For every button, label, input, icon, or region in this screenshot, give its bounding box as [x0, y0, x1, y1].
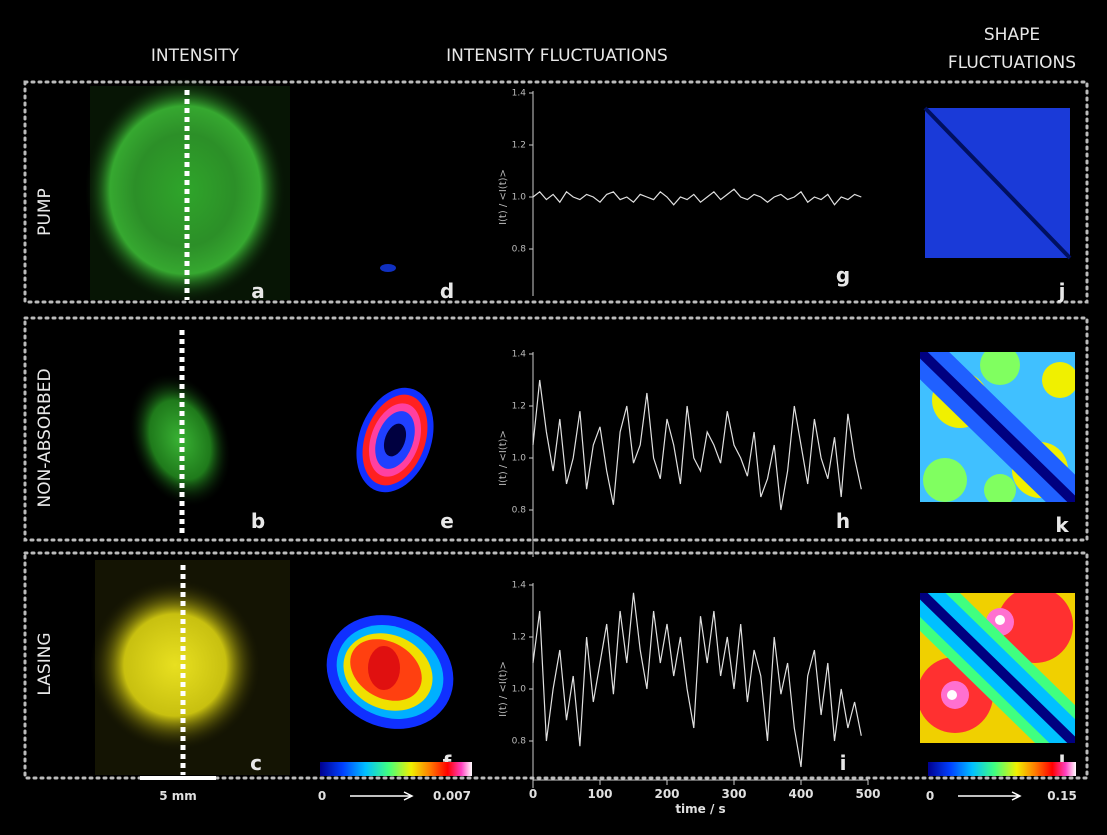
y-tick-label: 1.2	[512, 633, 526, 643]
trace	[532, 379, 862, 511]
column-header: INTENSITY	[151, 46, 240, 66]
image	[920, 593, 1075, 743]
panel-letter: e	[440, 509, 454, 533]
panel-letter: g	[836, 263, 850, 287]
colorbar-min: 0	[926, 789, 934, 803]
y-axis-label: I(t) / <I(t)>	[498, 661, 509, 717]
arrow	[350, 791, 414, 801]
colorbar	[320, 762, 472, 776]
y-axis-label: I(t) / <I(t)>	[498, 169, 509, 225]
y-tick-label: 0.8	[512, 245, 527, 255]
image	[380, 264, 396, 272]
y-tick-label: 1.2	[512, 402, 526, 412]
arrow	[958, 791, 1022, 801]
panel-letter: a	[251, 279, 265, 303]
y-tick-label: 1.4	[512, 350, 527, 360]
column-header: SHAPE	[984, 25, 1040, 45]
row-label: PUMP	[35, 188, 55, 236]
column-header: INTENSITY FLUCTUATIONS	[446, 46, 668, 66]
y-tick-label: 1.4	[512, 581, 527, 591]
colorbar-max: 0.15	[1047, 789, 1077, 803]
panel-letter: c	[250, 751, 262, 775]
panel-letter: h	[836, 509, 850, 533]
y-tick-label: 1.0	[512, 454, 527, 464]
trace	[532, 592, 862, 768]
row-label: LASING	[35, 632, 55, 695]
y-tick-label: 1.0	[512, 685, 527, 695]
panel-letter: d	[440, 279, 454, 303]
x-tick-label: 0	[529, 787, 537, 801]
panel-letter: i	[840, 751, 847, 775]
scale-label: 5 mm	[159, 789, 197, 803]
column-header: FLUCTUATIONS	[948, 53, 1076, 73]
x-tick-label: 200	[654, 787, 679, 801]
image	[356, 387, 434, 493]
trace	[532, 188, 862, 206]
y-tick-label: 0.8	[512, 506, 527, 516]
x-tick-label: 300	[721, 787, 746, 801]
y-axis-label: I(t) / <I(t)>	[498, 430, 509, 486]
image	[326, 615, 454, 729]
y-tick-label: 1.0	[512, 193, 527, 203]
y-tick-label: 1.2	[512, 141, 526, 151]
image	[923, 106, 1072, 260]
colorbar	[928, 762, 1076, 776]
row-frames	[23, 80, 1089, 780]
image	[920, 352, 1075, 502]
cut-line	[179, 90, 190, 775]
x-tick-label: 100	[587, 787, 612, 801]
row-label: NON-ABSORBED	[35, 368, 55, 507]
panel-letter: k	[1055, 513, 1069, 537]
colorbar-max: 0.007	[433, 789, 471, 803]
x-axis-label: time / s	[675, 802, 725, 816]
y-tick-label: 0.8	[512, 737, 527, 747]
image	[90, 580, 260, 750]
x-tick-label: 500	[855, 787, 880, 801]
panel-letter: b	[251, 509, 265, 533]
panel-letter: j	[1058, 279, 1066, 303]
y-tick-label: 1.4	[512, 89, 527, 99]
x-tick-label: 400	[788, 787, 813, 801]
colorbar-min: 0	[318, 789, 326, 803]
